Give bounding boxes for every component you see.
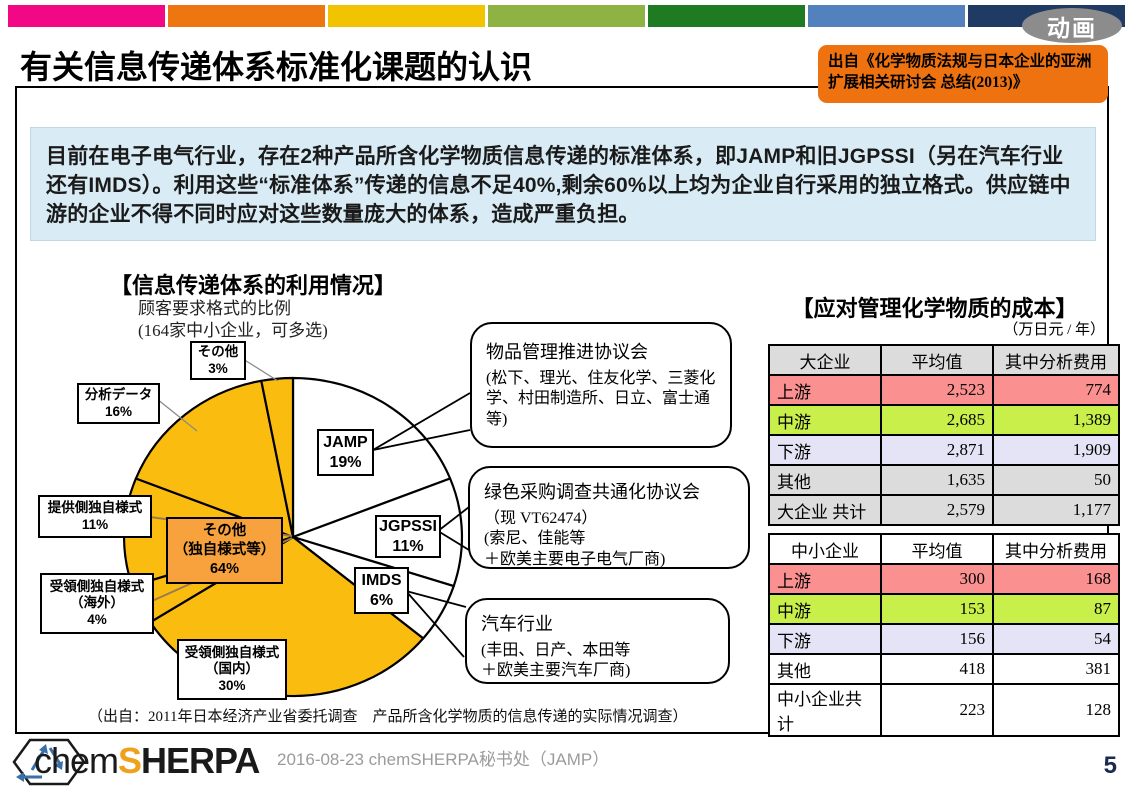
column-header: 中小企业 (768, 533, 882, 565)
table-cell: 1,389 (992, 404, 1120, 436)
pie-label-jamp: JAMP 19% (317, 429, 374, 476)
top-strip-segment (168, 5, 325, 27)
cost-table-large-enterprise: 大企业 平均值 其中分析费用 上游 2,523 774 中游 2,685 1,389 下游 2,87… (768, 344, 1120, 526)
page-title: 有关信息传递体系标准化课题的认识 (20, 49, 533, 85)
table-cell: 下游 (768, 623, 882, 655)
table-cell: 其他 (768, 464, 882, 496)
pie-subtitle: 顾客要求格式的比例 (164家中小企业，可多选) (138, 299, 328, 341)
table-cell: 168 (992, 563, 1120, 595)
table-cell: 128 (992, 683, 1120, 737)
table-cell: 中小企业共计 (768, 683, 882, 737)
callout-jamp: 物品管理推进协议会 (松下、理光、住友化学、三菱化学、村田制造所、日立、富士通等… (470, 322, 732, 448)
pie-section-title: 【信息传递体系的利用情况】 (110, 273, 397, 298)
logo-chem: chem (34, 740, 119, 781)
table-cell: 2,871 (880, 434, 994, 466)
column-header: 其中分析费用 (992, 344, 1120, 376)
callout-jamp-body: (松下、理光、住友化学、三菱化学、村田制造所、日立、富士通等) (486, 370, 716, 428)
table-cell: 156 (880, 623, 994, 655)
table-cell: 381 (992, 653, 1120, 685)
table-cell: 中游 (768, 404, 882, 436)
table-row: 其他 1,635 50 (768, 464, 1120, 496)
top-strip-segment (328, 5, 485, 27)
table-cell: 2,523 (880, 374, 994, 406)
table-cell: 2,685 (880, 404, 994, 436)
cost-section-title: 【应对管理化学物质的成本】 (791, 296, 1078, 321)
pie-center-annotation: その他 （独自様式等） 64% (166, 517, 283, 584)
pie-label-kaigai: 受領側独自様式 （海外） 4% (40, 573, 154, 634)
pie-label-teikyo: 提供側独自様式 11% (38, 495, 152, 538)
callout-imds-title: 汽车行业 (481, 614, 553, 634)
source-reference-box: 出自《化学物质法规与日本企业的亚洲扩展相关研讨会 总结(2013)》 (818, 45, 1108, 103)
cost-table: 大企业 平均值 其中分析费用 上游 2,523 774 中游 2,685 1,389 下游 2,87… (768, 344, 1120, 526)
table-row: 大企业 共计 2,579 1,177 (768, 494, 1120, 526)
chemsherpa-logo-icon (12, 738, 86, 786)
pie-label-kokunai: 受領側独自様式 （国内） 30% (177, 639, 287, 700)
table-cell: 1,909 (992, 434, 1120, 466)
table-cell: 774 (992, 374, 1120, 406)
callout-imds-body: (丰田、日产、本田等 ＋欧美主要汽车厂商) (481, 642, 631, 680)
table-cell: 2,579 (880, 494, 994, 526)
column-header: 平均值 (880, 344, 994, 376)
table-cell: 下游 (768, 434, 882, 466)
table-cell: 中游 (768, 593, 882, 625)
table-cell: 54 (992, 623, 1120, 655)
table-cell: 1,177 (992, 494, 1120, 526)
column-header: 平均值 (880, 533, 994, 565)
table-row: 其他 418 381 (768, 653, 1120, 685)
table-cell: 418 (880, 653, 994, 685)
pie-label-sonota: その他 3% (190, 341, 246, 380)
table-row: 上游 300 168 (768, 563, 1120, 595)
table-row: 下游 156 54 (768, 623, 1120, 655)
table-cell: 1,635 (880, 464, 994, 496)
table-cell: 153 (880, 593, 994, 625)
top-strip-segment (488, 5, 645, 27)
table-cell: 上游 (768, 563, 882, 595)
column-header: 大企业 (768, 344, 882, 376)
table-row: 上游 2,523 774 (768, 374, 1120, 406)
table-cell: 上游 (768, 374, 882, 406)
table-cell: 其他 (768, 653, 882, 685)
page-number: 5 (1103, 752, 1117, 779)
pie-label-jgpssi: JGPSSI 11% (375, 515, 441, 558)
table-cell: 87 (992, 593, 1120, 625)
pie-label-bunseki: 分析データ 16% (77, 383, 160, 424)
animation-badge: 动画 (1022, 8, 1122, 43)
footer-date-text: 2016-08-23 chemSHERPA秘书处（JAMP） (277, 750, 610, 769)
table-row: 中小企业共计 223 128 (768, 683, 1120, 737)
chemsherpa-logo-text: chemSHERPA (34, 740, 260, 782)
callout-jgpssi: 绿色采购调查共通化协议会 （现 VT62474） (索尼、佳能等 ＋欧美主要电子… (468, 466, 750, 569)
table-cell: 大企业 共计 (768, 494, 882, 526)
chemsherpa-logo: chemSHERPA (6, 734, 276, 790)
top-strip-segment (648, 5, 805, 27)
cost-unit: （万日元 / 年） (1003, 322, 1105, 338)
callout-imds: 汽车行业 (丰田、日产、本田等 ＋欧美主要汽车厂商) (465, 598, 730, 684)
intro-paragraph: 目前在电子电气行业，存在2种产品所含化学物质信息传递的标准体系，即JAMP和旧J… (30, 127, 1096, 241)
callout-jgpssi-title: 绿色采购调查共通化协议会 (484, 482, 700, 502)
callout-jgpssi-body: （现 VT62474） (索尼、佳能等 ＋欧美主要电子电气厂商) (484, 510, 666, 568)
pie-label-imds: IMDS 6% (354, 567, 409, 614)
callout-jamp-title: 物品管理推进协议会 (486, 342, 648, 362)
top-strip-segment (8, 5, 165, 27)
table-row: 下游 2,871 1,909 (768, 434, 1120, 466)
logo-s: S (118, 740, 142, 781)
table-cell: 50 (992, 464, 1120, 496)
logo-rest: HERPA (141, 740, 260, 781)
table-row: 中游 2,685 1,389 (768, 404, 1120, 436)
table-cell: 223 (880, 683, 994, 737)
table-cell: 300 (880, 563, 994, 595)
cost-table-sme: 中小企业 平均值 其中分析费用 上游 300 168 中游 153 87 下游 156 54 其他 418… (768, 533, 1120, 737)
cost-table: 中小企业 平均值 其中分析费用 上游 300 168 中游 153 87 下游 156 54 其他 418… (768, 533, 1120, 737)
top-strip-segment (808, 5, 965, 27)
table-row: 中游 153 87 (768, 593, 1120, 625)
column-header: 其中分析费用 (992, 533, 1120, 565)
pie-source-note: （出自：2011年日本经济产业省委托调查 产品所含化学物质的信息传递的实际情况调… (88, 709, 688, 725)
